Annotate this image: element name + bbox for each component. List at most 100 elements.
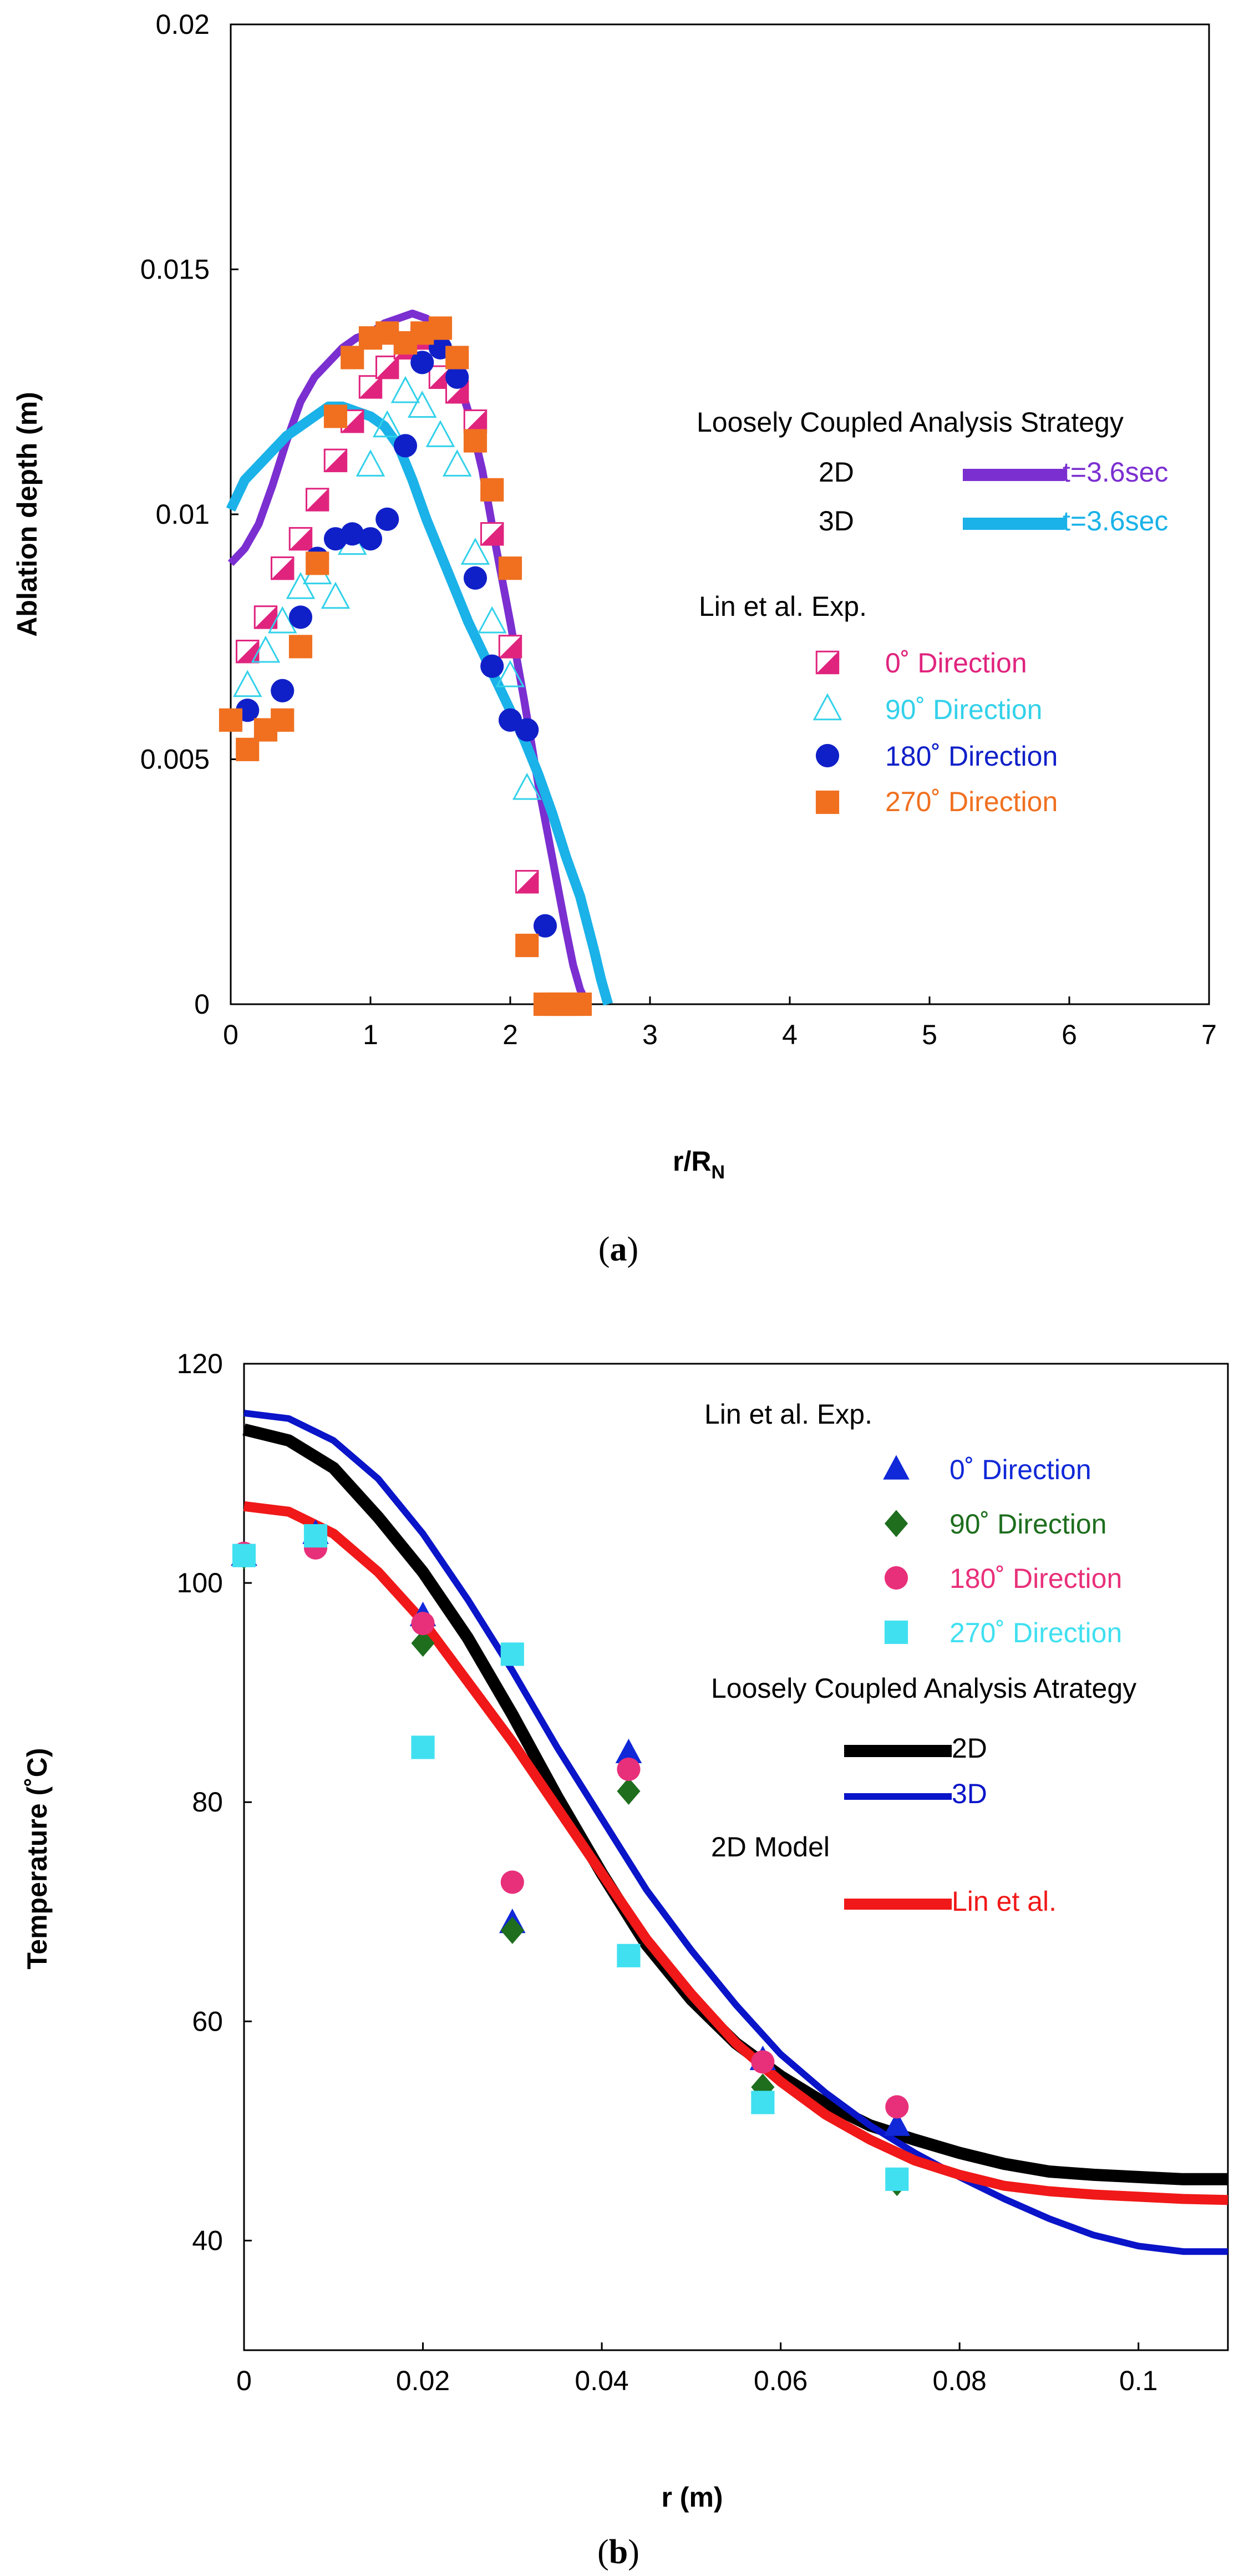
data-point-series-1: [251, 635, 281, 663]
data-point-series-1: [321, 581, 351, 609]
legend-a-3d-name: 3D: [819, 505, 854, 537]
data-point-series-0: [358, 375, 383, 399]
data-point-series-3: [219, 708, 243, 732]
data-point-series-2: [480, 654, 504, 678]
data-point-series-3: [236, 737, 260, 761]
data-point-series-0: [615, 1738, 642, 1764]
x-tick-label: 0.08: [933, 2365, 987, 2396]
data-point-series-3: [515, 933, 539, 958]
data-point-series-3: [751, 2091, 775, 2114]
markers-b: [231, 1519, 911, 2197]
data-point-series-3: [271, 708, 294, 732]
series-line-2d: [242, 1423, 1228, 2185]
series-line-2d: [227, 310, 591, 1006]
x-tick-label: 2: [502, 1019, 518, 1050]
data-point-series-3: [411, 1735, 435, 1759]
data-point-series-3: [428, 316, 453, 340]
data-point-series-0: [236, 640, 260, 664]
y-axis-label-a: Ablation depth (m): [12, 392, 43, 637]
x-tick-label: 6: [1062, 1019, 1077, 1050]
legend-b: Lin et al. Exp. 0˚ Direction 90˚ Directi…: [704, 1399, 1136, 1917]
legend-b-line-title: Loosely Coupled Analysis Atrategy: [711, 1673, 1136, 1704]
data-point-series-0: [253, 605, 278, 629]
legend-b-series-3: 270˚ Direction: [949, 1617, 1122, 1648]
data-point-series-0: [306, 488, 329, 512]
data-point-series-0: [375, 355, 399, 379]
data-point-series-3: [303, 1524, 328, 1548]
x-tick-label: 4: [782, 1019, 798, 1050]
data-point-series-2: [463, 566, 488, 590]
y-tick-label: 100: [177, 1567, 223, 1598]
x-axis-a: 0 1 2 3 4 5 6 7: [223, 996, 1217, 1050]
legend-a-2d-name: 2D: [819, 457, 854, 488]
data-point-series-1: [372, 410, 402, 438]
data-point-series-2: [358, 527, 383, 551]
y-tick-label: 60: [192, 2006, 223, 2037]
data-point-series-1: [390, 376, 420, 403]
legend-a-series-3: 270˚ Direction: [885, 786, 1058, 817]
y-tick-label: 80: [192, 1787, 223, 1818]
data-point-series-3: [498, 556, 522, 580]
panel-label-b: (b): [597, 2533, 639, 2571]
legend-b-series-2: 180˚ Direction: [949, 1563, 1122, 1594]
data-point-series-1: [477, 606, 507, 634]
data-point-series-3: [480, 478, 504, 502]
data-point-series-2: [288, 605, 313, 629]
data-point-series-1: [232, 670, 262, 697]
data-point-series-1: [286, 571, 316, 599]
data-point-series-0: [323, 448, 348, 473]
legend-a-series-1: 90˚ Direction: [885, 694, 1042, 725]
x-axis-label-b: r (m): [661, 2482, 723, 2513]
legend-a-marker-3: [815, 790, 840, 814]
data-point-series-0: [463, 409, 488, 433]
data-point-series-3: [885, 2167, 909, 2191]
data-point-series-3: [341, 346, 364, 370]
legend-b-marker-3: [884, 1620, 908, 1644]
x-tick-label: 0.04: [575, 2365, 628, 2396]
data-point-series-1: [267, 606, 297, 634]
legend-a-marker-1: [813, 693, 842, 721]
x-tick-label: 0.06: [754, 2365, 808, 2396]
legend-b-model-title: 2D Model: [711, 1831, 830, 1863]
data-point-series-3: [568, 992, 592, 1016]
data-point-series-1: [411, 1629, 435, 1657]
x-tick-label: 0.1: [1119, 2365, 1158, 2396]
data-point-series-0: [515, 870, 539, 894]
data-point-series-2: [617, 1757, 641, 1782]
data-point-series-3: [232, 1543, 256, 1567]
x-tick-label: 0: [236, 2365, 252, 2396]
data-point-series-3: [617, 1944, 641, 1967]
data-point-series-2: [533, 914, 557, 938]
legend-b-lin-label: Lin et al.: [952, 1886, 1057, 1917]
data-point-series-2: [445, 365, 469, 389]
lines-b: [242, 1409, 1228, 2255]
data-point-series-2: [393, 434, 418, 458]
x-tick-label: 0.02: [396, 2365, 450, 2396]
y-axis-label-b: Temperature (˚C): [22, 1748, 53, 1969]
data-point-series-0: [480, 522, 504, 546]
y-tick-label: 0.02: [156, 9, 210, 40]
data-point-series-1: [425, 420, 455, 447]
legend-a-3d-label: t=3.6sec: [1063, 505, 1168, 537]
legend-a-2d-label: t=3.6sec: [1063, 457, 1168, 488]
plot-frame-b: [243, 1363, 1229, 2351]
data-point-series-1: [442, 449, 472, 477]
series-line-3d: [226, 401, 613, 1006]
data-point-series-3: [500, 1642, 524, 1666]
chart-a: 0 1 2 3 4 5 6 7 0 0.005 0.01 0.015 0.02 r/RN Ablati…: [12, 9, 1217, 1268]
data-point-series-1: [617, 1777, 641, 1805]
legend-a-series-2: 180˚ Direction: [885, 741, 1058, 772]
data-point-series-2: [341, 522, 364, 546]
data-point-series-3: [463, 429, 488, 453]
x-tick-label: 5: [922, 1019, 937, 1050]
lines-a: [226, 310, 613, 1006]
legend-b-2d-label: 2D: [952, 1733, 987, 1764]
x-tick-label: 7: [1201, 1019, 1217, 1050]
series-line-lin-et-al-: [243, 1501, 1228, 2205]
legend-b-3d-label: 3D: [952, 1778, 987, 1809]
x-axis-label-a: r/RN: [673, 1146, 725, 1183]
y-tick-label: 0.01: [156, 499, 210, 530]
y-tick-label: 120: [177, 1348, 223, 1379]
data-point-series-2: [410, 351, 434, 374]
